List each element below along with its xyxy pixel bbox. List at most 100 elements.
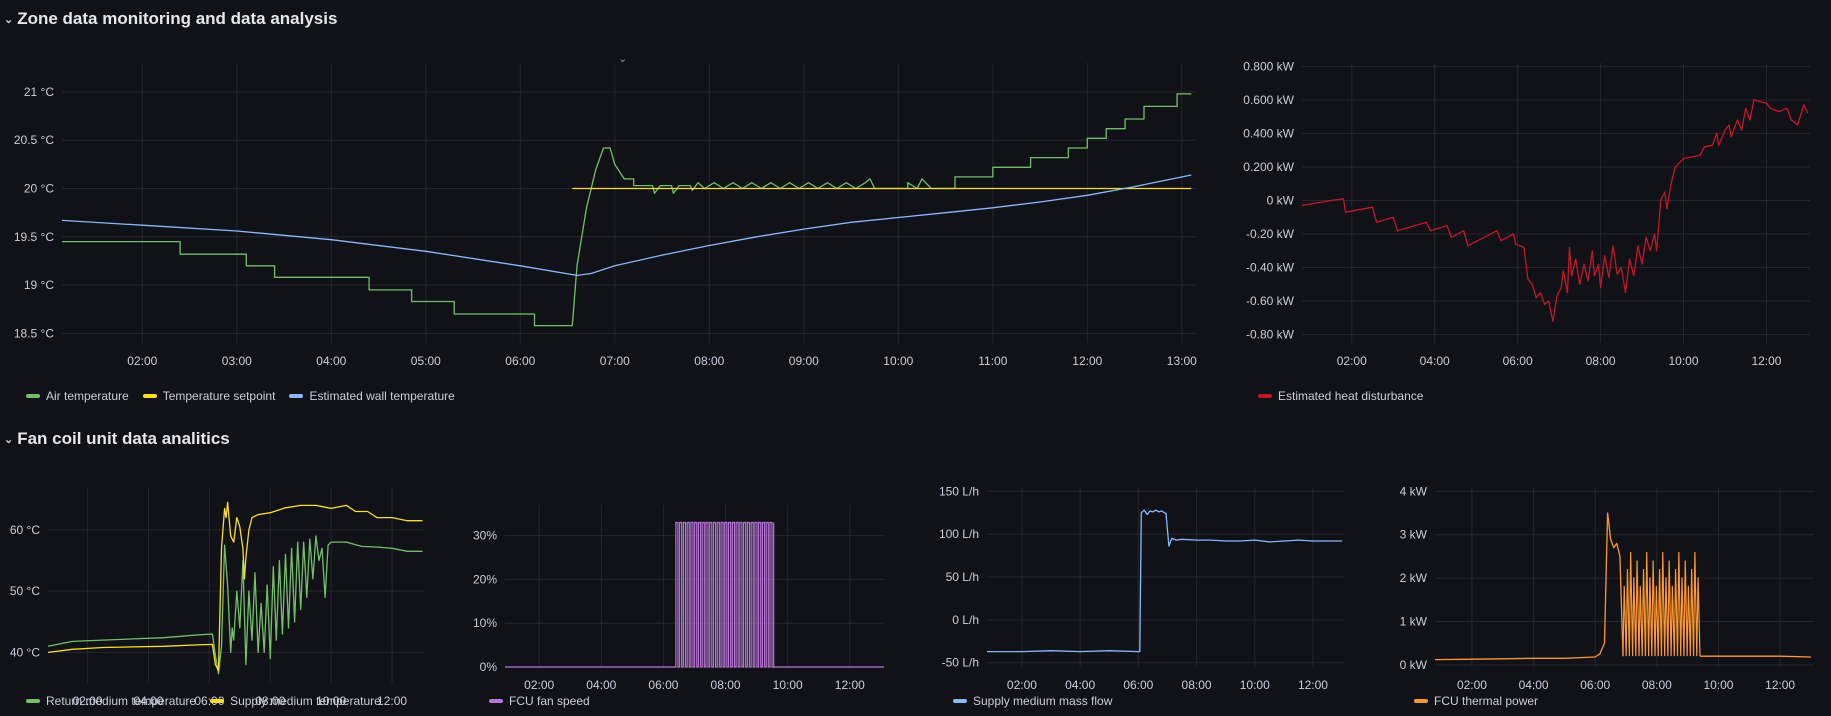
x-tick-label: 12:00 (1298, 678, 1328, 692)
y-tick-label: 50 °C (10, 584, 40, 598)
x-tick-label: 06:00 (194, 694, 224, 708)
y-tick-label: 0.400 kW (1243, 126, 1294, 140)
y-tick-label: 20% (473, 572, 497, 586)
y-tick-label: 0.600 kW (1243, 93, 1294, 107)
y-tick-label: 0 kW (1400, 658, 1428, 672)
panel-mass-flow: -50 L/h 0 L/h 50 L/h 100 L/h 150 L/h 02:00 04:… (925, 475, 1355, 695)
x-tick-label: 10:00 (1669, 354, 1699, 368)
x-tick-label: 10:00 (773, 678, 803, 692)
series-line-0 (1301, 99, 1809, 322)
y-tick-label: 19 °C (24, 278, 54, 292)
x-tick-label: 06:00 (1580, 678, 1610, 692)
x-tick-label: 08:00 (1642, 678, 1672, 692)
panel-medium-temperatures: 40 °C 50 °C 60 °C 02:00 04:00 06:00 08:00 10:00… (0, 475, 430, 708)
legend-flow: Supply medium mass flow (953, 694, 1112, 708)
chart-fan-speed: 0% 10% 20% 30% 02:00 04:00 06:00 08:00 10:00 12:0… (473, 505, 884, 692)
legend-item-temperature-setpoint[interactable]: Temperature setpoint (142, 389, 275, 403)
legend-item-supply-medium-mass-flow[interactable]: Supply medium mass flow (953, 694, 1112, 708)
series-line-0 (987, 509, 1343, 653)
x-tick-label: 04:00 (586, 678, 616, 692)
x-tick-label: 10:00 (883, 354, 913, 368)
x-tick-label: 06:00 (1123, 678, 1153, 692)
legend-medium: Return medium temperature Supply medium … (26, 694, 381, 708)
chart-medium-temperatures: 40 °C 50 °C 60 °C 02:00 04:00 06:00 08:00 10:00… (10, 487, 424, 708)
x-tick-label: 10:00 (1240, 678, 1270, 692)
x-tick-label: 04:00 (1519, 678, 1549, 692)
y-tick-label: -0.80 kW (1246, 328, 1295, 342)
x-tick-label: 03:00 (222, 354, 252, 368)
y-tick-label: 50 L/h (946, 570, 979, 584)
y-tick-label: 18.5 °C (14, 326, 54, 340)
y-tick-label: 21 °C (24, 85, 54, 99)
y-tick-label: 20.5 °C (14, 133, 54, 147)
x-tick-label: 12:00 (1751, 354, 1781, 368)
x-tick-label: 08:00 (1182, 678, 1212, 692)
y-tick-label: 10% (473, 616, 497, 630)
x-tick-label: 08:00 (1586, 354, 1616, 368)
legend-item-air-temperature[interactable]: Air temperature (26, 389, 129, 403)
x-tick-label: 08:00 (255, 694, 285, 708)
legend-swatch (142, 394, 157, 398)
x-tick-label: 10:00 (1703, 678, 1733, 692)
x-tick-label: 04:00 (1065, 678, 1095, 692)
legend-item-fcu-thermal-power[interactable]: FCU thermal power (1414, 694, 1538, 708)
chart-heat-disturbance: -0.80 kW -0.60 kW -0.40 kW -0.20 kW 0 kW 0.20… (1243, 59, 1810, 368)
y-tick-label: 40 °C (10, 645, 40, 659)
legend-swatch (1414, 699, 1428, 703)
x-tick-label: 02:00 (73, 694, 103, 708)
chart-zone-temperatures: 18.5 °C 19 °C 19.5 °C 20 °C 20.5 °C 21 °C 02:0… (14, 63, 1197, 368)
legend-swatch (953, 699, 967, 703)
y-tick-label: 0.200 kW (1243, 160, 1294, 174)
x-tick-label: 02:00 (1457, 678, 1487, 692)
panel-fan-speed: 0% 10% 20% 30% 02:00 04:00 06:00 08:00 10:00 12:0… (460, 475, 890, 695)
series-line-2 (61, 174, 1192, 277)
row-header-zone[interactable]: ⌄ Zone data monitoring and data analysis (4, 9, 337, 29)
series-line-1 (1700, 655, 1811, 658)
panel-menu-chevron-icon[interactable]: ⌄ (618, 53, 628, 65)
x-tick-label: 12:00 (1072, 354, 1102, 368)
y-tick-label: 0 L/h (952, 613, 979, 627)
legend-swatch (26, 394, 40, 398)
panel-heat-disturbance: -0.80 kW -0.60 kW -0.40 kW -0.20 kW 0 kW 0.20… (1230, 55, 1831, 368)
x-tick-label: 12:00 (1765, 678, 1795, 692)
y-tick-label: 60 °C (10, 523, 40, 537)
chart-mass-flow: -50 L/h 0 L/h 50 L/h 100 L/h 150 L/h 02:00 04:… (939, 484, 1345, 692)
legend-item-return-medium-temperature[interactable]: Return medium temperature (26, 694, 196, 708)
series-pulses (505, 521, 884, 668)
legend-zone: Air temperature Temperature setpoint Est… (26, 389, 455, 403)
y-tick-label: 0.800 kW (1243, 59, 1294, 73)
row-title: Zone data monitoring and data analysis (17, 9, 338, 28)
x-tick-label: 02:00 (524, 678, 554, 692)
x-tick-label: 02:00 (1007, 678, 1037, 692)
x-tick-label: 08:00 (711, 678, 741, 692)
y-tick-label: 0% (480, 660, 498, 674)
series-line-1 (47, 501, 423, 672)
y-tick-label: -50 L/h (942, 656, 979, 670)
legend-swatch (1258, 394, 1272, 398)
legend-item-estimated-heat-disturbance[interactable]: Estimated heat disturbance (1258, 389, 1423, 403)
legend-item-supply-medium-temperature[interactable]: Supply medium temperature (210, 694, 381, 708)
legend-swatch (489, 699, 503, 703)
series-line-0 (47, 535, 423, 675)
chevron-down-icon: ⌄ (4, 13, 14, 26)
x-tick-label: 06:00 (1503, 354, 1533, 368)
panel-thermal-power: 0 kW 1 kW 2 kW 3 kW 4 kW 02:00 04:00 06:00 08:00… (1390, 475, 1820, 695)
x-tick-label: 06:00 (505, 354, 535, 368)
legend-item-estimated-wall-temperature[interactable]: Estimated wall temperature (289, 389, 455, 403)
legend-swatch (26, 699, 40, 703)
row-header-fcu[interactable]: ⌄ Fan coil unit data analitics (4, 429, 230, 449)
chart-thermal-power: 0 kW 1 kW 2 kW 3 kW 4 kW 02:00 04:00 06:00 08:00… (1400, 484, 1814, 692)
panel-zone-temperatures: 18.5 °C 19 °C 19.5 °C 20 °C 20.5 °C 21 °C 02:0… (0, 55, 1220, 368)
x-tick-label: 12:00 (835, 678, 865, 692)
legend-item-fcu-fan-speed[interactable]: FCU fan speed (489, 694, 590, 708)
x-tick-label: 04:00 (316, 354, 346, 368)
legend-swatch (289, 394, 304, 398)
y-tick-label: 1 kW (1400, 614, 1428, 628)
series-spikes (1622, 552, 1701, 657)
y-tick-label: -0.20 kW (1246, 227, 1295, 241)
y-tick-label: -0.60 kW (1246, 294, 1295, 308)
x-tick-label: 02:00 (127, 354, 157, 368)
y-tick-label: 2 kW (1400, 571, 1428, 585)
y-tick-label: 19.5 °C (14, 230, 54, 244)
x-tick-label: 10:00 (316, 694, 346, 708)
